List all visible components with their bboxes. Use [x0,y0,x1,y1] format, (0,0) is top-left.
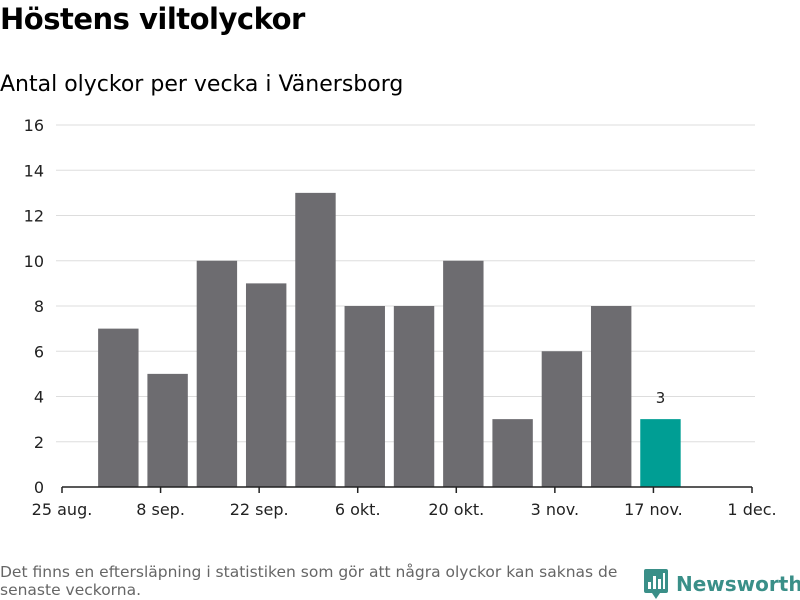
newsworthy-logo-icon [644,569,668,599]
x-tick-label: 6 okt. [335,500,381,519]
bar [245,283,287,487]
x-tick-label: 20 okt. [428,500,484,519]
bar [492,419,533,487]
bar [344,306,385,487]
x-tick-label: 3 nov. [531,500,580,519]
y-tick-label: 4 [34,388,44,407]
y-tick-label: 6 [34,342,44,361]
bar [541,351,583,487]
chart-subtitle: Antal olyckor per vecka i Vänersborg [0,72,404,97]
x-tick-label: 22 sep. [230,500,289,519]
data-label: 3 [656,389,666,407]
y-tick-label: 14 [24,161,44,180]
bar [196,260,238,487]
bar [640,419,681,487]
bar-chart: 0 2 4 6 8 10 12 14 16 3 25 aug. 8 sep. 22 sep. 6 ok… [24,116,777,519]
y-tick-label: 0 [34,478,44,497]
x-tick-label: 8 sep. [136,500,185,519]
y-tick-label: 8 [34,297,44,316]
x-tick-label: 1 dec. [727,500,776,519]
bar [590,306,632,487]
x-tick-label: 25 aug. [32,500,93,519]
x-axis: 25 aug. 8 sep. 22 sep. 6 okt. 20 okt. 3 nov. 1… [32,486,777,519]
bar [443,260,484,487]
brand-logo: Newsworthy [644,569,800,599]
x-tick-label: 17 nov. [624,500,683,519]
footnote: Det finns en eftersläpning i statistiken… [0,563,618,599]
brand-name: Newsworthy [676,572,800,596]
y-tick-label: 16 [24,116,44,135]
bar [147,373,188,487]
y-axis: 0 2 4 6 8 10 12 14 16 [24,116,44,497]
data-labels: 3 [656,389,666,407]
y-tick-label: 12 [24,207,44,226]
y-tick-label: 2 [34,433,44,452]
bar [98,328,139,487]
bar [393,306,435,487]
bar [295,192,336,487]
chart-title: Höstens viltolyckor [0,2,305,36]
y-tick-label: 10 [24,252,44,271]
bars [98,192,681,487]
